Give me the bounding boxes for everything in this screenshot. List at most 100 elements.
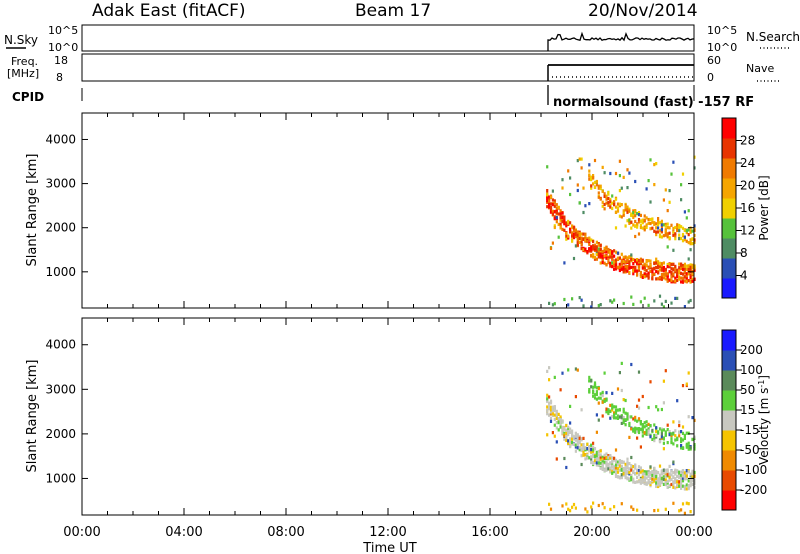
data-cell xyxy=(653,183,656,187)
data-cell xyxy=(555,440,558,444)
data-cell xyxy=(557,412,560,416)
data-cell xyxy=(655,162,658,166)
data-cell xyxy=(603,249,606,253)
data-cell xyxy=(641,426,644,430)
data-cell xyxy=(565,438,568,442)
data-cell xyxy=(632,269,635,273)
data-cell xyxy=(672,160,675,164)
data-cell xyxy=(655,277,658,281)
data-cell xyxy=(567,219,570,223)
data-cell xyxy=(632,480,635,484)
data-cell xyxy=(548,406,551,410)
data-cell xyxy=(555,206,558,210)
data-cell xyxy=(672,248,675,252)
data-cell xyxy=(597,401,600,405)
nave-label: Nave xyxy=(746,62,774,75)
data-cell xyxy=(658,464,662,468)
data-cell xyxy=(574,445,577,449)
data-cell xyxy=(626,469,629,474)
data-cell xyxy=(660,225,663,229)
data-cell xyxy=(590,443,593,447)
data-cell xyxy=(649,481,652,485)
data-cell xyxy=(584,234,587,238)
data-cell xyxy=(572,437,576,441)
data-cell xyxy=(557,222,560,226)
data-cell xyxy=(670,482,673,487)
data-cell xyxy=(614,263,618,267)
data-cell xyxy=(683,267,686,271)
colorbar-swatch xyxy=(722,138,736,159)
data-cell xyxy=(651,267,654,271)
data-cell xyxy=(647,266,650,270)
data-cell xyxy=(672,272,675,276)
data-cell xyxy=(565,431,568,436)
data-cell xyxy=(549,405,553,409)
data-cell xyxy=(555,208,558,213)
data-cell xyxy=(595,386,598,390)
data-cell xyxy=(643,218,646,222)
data-cell xyxy=(668,189,671,193)
data-cell xyxy=(683,270,686,274)
data-cell xyxy=(559,421,562,425)
data-cell xyxy=(616,266,620,270)
data-cell xyxy=(687,241,690,245)
data-cell xyxy=(657,471,660,475)
data-cell xyxy=(683,238,686,242)
data-cell xyxy=(668,464,671,468)
data-cell xyxy=(626,269,629,273)
data-cell xyxy=(590,460,593,465)
colorbar-swatch xyxy=(722,390,736,411)
data-cell xyxy=(641,264,644,268)
data-cell xyxy=(553,417,556,421)
data-cell xyxy=(691,279,694,283)
data-cell xyxy=(572,236,576,240)
data-cell xyxy=(588,445,591,449)
data-cell xyxy=(681,484,685,488)
data-cell xyxy=(662,471,665,475)
data-cell xyxy=(597,253,600,257)
data-cell xyxy=(660,302,663,306)
data-cell xyxy=(588,388,591,392)
data-cell xyxy=(616,415,620,419)
sky-left-tick-top: 10^5 xyxy=(48,24,78,37)
data-cell xyxy=(559,222,562,226)
data-cell xyxy=(647,481,650,485)
data-cell xyxy=(595,252,598,257)
data-cell xyxy=(607,203,610,207)
data-cell xyxy=(620,267,623,271)
data-cell xyxy=(674,434,677,438)
data-cell xyxy=(691,437,694,442)
data-cell xyxy=(628,218,631,222)
data-cell xyxy=(632,215,635,219)
data-cell xyxy=(559,211,562,215)
data-cell xyxy=(674,232,677,236)
data-cell xyxy=(674,472,677,476)
data-cell xyxy=(588,390,591,394)
data-cell xyxy=(664,430,667,434)
data-cell xyxy=(601,457,604,462)
data-cell xyxy=(681,502,685,506)
data-cell xyxy=(614,448,618,452)
data-cell xyxy=(668,226,671,230)
data-cell xyxy=(611,459,614,463)
data-cell xyxy=(668,473,671,477)
data-cell xyxy=(578,296,581,300)
data-cell xyxy=(620,252,623,256)
data-cell xyxy=(691,482,694,486)
sky-right-label: N.Search xyxy=(746,30,800,44)
data-cell xyxy=(563,261,566,265)
data-cell xyxy=(611,206,614,211)
data-cell xyxy=(597,191,600,195)
data-cell xyxy=(651,470,654,474)
data-cell xyxy=(685,231,688,235)
y-tick-label: 3000 xyxy=(45,382,76,396)
data-cell xyxy=(580,242,583,246)
data-cell xyxy=(613,254,616,258)
data-cell xyxy=(574,434,577,438)
data-cell xyxy=(687,415,690,419)
data-cell xyxy=(680,430,683,434)
data-cell xyxy=(624,411,627,415)
data-cell xyxy=(592,182,595,186)
data-cell xyxy=(634,480,637,484)
data-cell xyxy=(620,421,623,425)
